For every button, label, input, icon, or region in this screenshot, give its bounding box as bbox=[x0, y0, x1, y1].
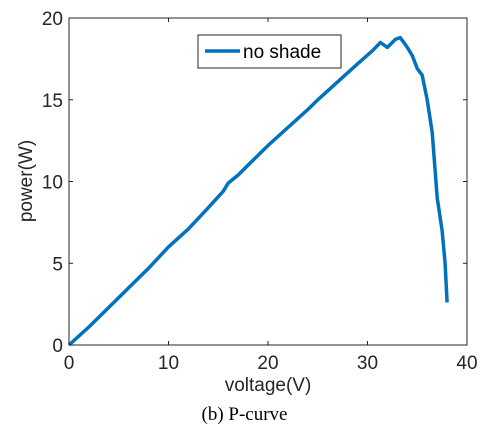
x-axis-label: voltage(V) bbox=[225, 375, 312, 396]
p-curve-chart: 0 10 20 30 40 0 5 10 15 20 voltage(V) power(W) no… bbox=[16, 9, 478, 396]
y-tick-label: 20 bbox=[42, 9, 63, 30]
plot-area bbox=[69, 18, 467, 345]
y-axis-label: power(W) bbox=[16, 140, 37, 222]
y-tick-label: 5 bbox=[52, 254, 63, 275]
x-tick-label: 0 bbox=[64, 353, 75, 374]
y-tick-label: 15 bbox=[42, 91, 63, 112]
x-tick-label: 30 bbox=[357, 353, 378, 374]
legend-label: no shade bbox=[243, 42, 321, 63]
figure-caption: (b) P-curve bbox=[201, 404, 288, 425]
series-layer bbox=[67, 35, 449, 347]
x-tick-label: 40 bbox=[456, 353, 477, 374]
ticks-layer: 0 10 20 30 40 0 5 10 15 20 bbox=[42, 9, 478, 374]
series-line-0 bbox=[67, 35, 449, 347]
legend: no shade bbox=[197, 34, 342, 69]
x-tick-label: 20 bbox=[257, 353, 278, 374]
y-tick-label: 10 bbox=[42, 173, 63, 194]
x-tick-label: 10 bbox=[158, 353, 179, 374]
y-tick-label: 0 bbox=[52, 336, 63, 357]
